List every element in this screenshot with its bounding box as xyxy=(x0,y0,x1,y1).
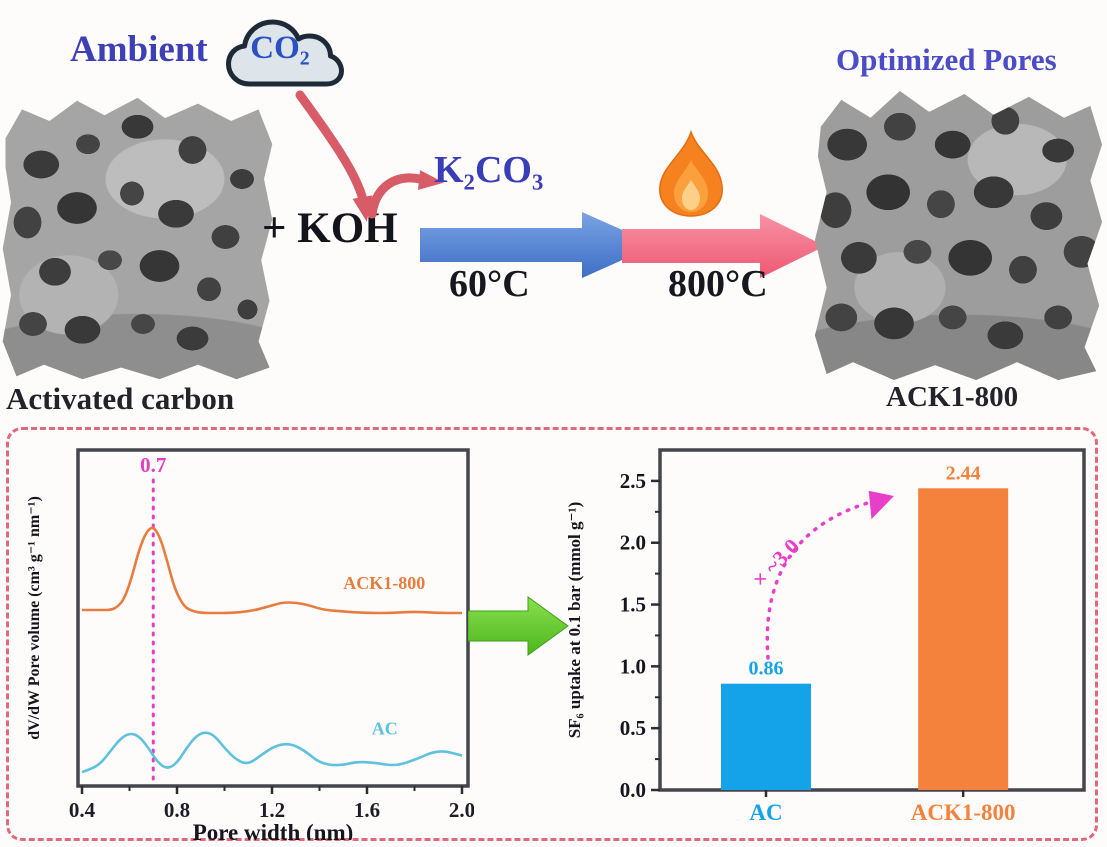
step1-arrow-icon xyxy=(420,212,656,278)
x-tick-label: 2.0 xyxy=(449,798,474,822)
ack1-800-image xyxy=(814,90,1103,381)
y-tick-label: 2.5 xyxy=(620,469,646,493)
bar-ACK1-800 xyxy=(918,488,1009,790)
bar-value-label: 2.44 xyxy=(946,462,981,484)
y-tick-label: 1.5 xyxy=(620,593,646,617)
pore-size-distribution-chart: 0.7 ACK1-800 AC 0.4 0.8 1.2 1.6 2.0 Pore width (… xyxy=(26,448,474,840)
peak-annotation: 0.7 xyxy=(140,453,166,477)
co2-reaction-arrows-icon xyxy=(295,90,444,222)
x-tick-label: 1.2 xyxy=(259,798,285,822)
bar-AC xyxy=(721,683,811,790)
y-axis-title: dV/dW Pore volume (cm³ g⁻¹ nm⁻¹) xyxy=(26,496,43,740)
y-axis-title: SF₆ uptake at 0.1 bar (mmol g⁻¹) xyxy=(565,502,584,739)
multiplier-arrow xyxy=(765,498,880,660)
flame-icon xyxy=(659,130,723,217)
result-arrow-icon xyxy=(468,596,569,656)
plot-frame xyxy=(658,448,1086,792)
y-tick-label: 1.0 xyxy=(620,654,646,678)
cloud-icon xyxy=(226,19,344,87)
x-tick-label: 1.6 xyxy=(354,798,380,822)
x-axis-title: Pore width (nm) xyxy=(193,820,354,840)
category-label: ACK1-800 xyxy=(911,800,1016,825)
x-tick-label: 0.4 xyxy=(69,798,96,822)
step1-temperature-label: 60°C xyxy=(449,263,530,305)
y-tick-label: 0.5 xyxy=(620,716,646,740)
step2-temperature-label: 800°C xyxy=(668,263,768,305)
bar-value-label: 0.86 xyxy=(749,658,784,680)
series-line-ACK1-800 xyxy=(81,526,462,615)
activated-carbon-image xyxy=(2,97,273,380)
series-line-AC xyxy=(81,731,463,774)
activated-carbon-caption: Activated carbon xyxy=(6,381,235,416)
k2co3-label: K₂CO₃ xyxy=(434,149,544,191)
y-tick-label: 0.0 xyxy=(620,778,646,802)
series-label-AC: AC xyxy=(372,719,398,739)
product-caption: ACK1-800 xyxy=(886,381,1019,413)
optimized-pores-label: Optimized Pores xyxy=(836,42,1057,77)
y-tick-label: 2.0 xyxy=(620,531,646,555)
series-label-ACK1-800: ACK1-800 xyxy=(343,573,425,593)
co2-cloud: CO₂ xyxy=(224,8,346,98)
co2-label: CO₂ xyxy=(250,30,310,66)
category-label: AC xyxy=(749,800,782,825)
x-tick-label: 0.8 xyxy=(164,798,190,822)
step2-arrow-icon xyxy=(622,214,825,278)
multiplier-arrowhead xyxy=(868,490,894,520)
ambient-label: Ambient xyxy=(70,29,208,70)
